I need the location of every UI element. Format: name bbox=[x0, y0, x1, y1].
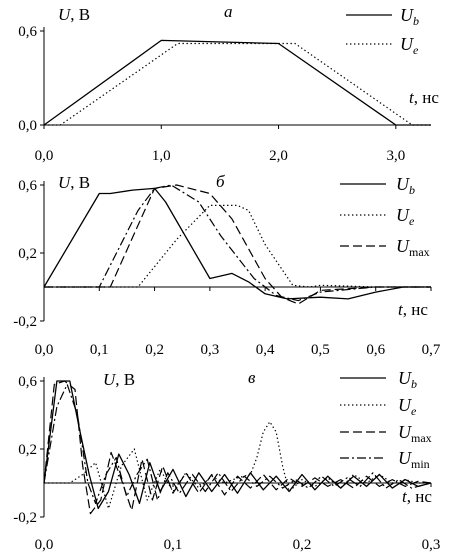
legend-subscript: max bbox=[411, 431, 432, 445]
y-tick-label: 0,2 bbox=[18, 246, 37, 262]
x-axis-unit: , нс bbox=[403, 300, 429, 319]
chart-panel-2: 0,60,2-0,20,0 0,1 0,2 0,3 0,4 0,5 0,6 0,7U, Вt,… bbox=[13, 172, 441, 358]
series-line-e bbox=[44, 42, 431, 126]
y-tick-label: -0,2 bbox=[13, 510, 37, 526]
x-tick-label: 0,1 bbox=[90, 342, 109, 358]
x-axis-unit: , нс bbox=[414, 88, 440, 107]
y-tick-label: 0,0 bbox=[18, 118, 37, 134]
y-axis-label: U, В bbox=[58, 5, 90, 24]
y-axis-var: U bbox=[58, 5, 72, 24]
panel-letter: в bbox=[248, 368, 256, 387]
series-line-min bbox=[43, 383, 432, 504]
series-line-e bbox=[44, 204, 431, 288]
y-tick-label: -0,2 bbox=[13, 314, 37, 330]
legend-subscript: b bbox=[411, 377, 417, 391]
y-tick-label: 0,6 bbox=[18, 178, 37, 194]
legend-subscript: e bbox=[411, 404, 417, 418]
x-tick-label: 0,7 bbox=[422, 342, 441, 358]
legend-var: U bbox=[396, 205, 410, 225]
x-tick-label: 0,5 bbox=[311, 342, 330, 358]
series-line-b bbox=[43, 380, 432, 510]
x-axis-label: t, нс bbox=[402, 487, 432, 506]
legend-label: Umax bbox=[396, 236, 430, 259]
legend-var: U bbox=[398, 395, 412, 415]
series-line-e bbox=[44, 421, 431, 510]
x-axis-var: t bbox=[409, 88, 415, 107]
legend-subscript: e bbox=[413, 43, 419, 57]
legend-var: U bbox=[400, 34, 414, 54]
legend-label: Ue bbox=[398, 395, 417, 418]
x-tick-label: 0,2 bbox=[293, 537, 312, 553]
x-tick-label: 0,3 bbox=[200, 342, 219, 358]
series-line-b bbox=[43, 187, 431, 300]
y-axis-label: U, В bbox=[58, 173, 90, 192]
y-axis-var: U bbox=[103, 370, 117, 389]
legend-subscript: min bbox=[411, 457, 430, 471]
x-tick-label: 0,0 bbox=[35, 537, 54, 553]
legend-var: U bbox=[396, 174, 410, 194]
panel-letter: б bbox=[216, 172, 225, 191]
x-axis-unit: , нс bbox=[407, 487, 433, 506]
series-line-b bbox=[43, 39, 431, 126]
legend-var: U bbox=[400, 5, 414, 25]
x-axis-label: t, нс bbox=[398, 300, 428, 319]
x-tick-label: 0,2 bbox=[145, 342, 164, 358]
x-tick-label: 0,6 bbox=[366, 342, 385, 358]
x-tick-label: 0,1 bbox=[164, 537, 183, 553]
series-line-max bbox=[44, 184, 431, 305]
legend-var: U bbox=[396, 236, 410, 256]
legend-subscript: b bbox=[409, 183, 415, 197]
x-tick-label: 1,0 bbox=[152, 148, 171, 164]
legend-var: U bbox=[398, 368, 412, 388]
panel-letter: а bbox=[224, 2, 233, 21]
x-tick-label: 0,3 bbox=[422, 537, 441, 553]
y-axis-unit: , В bbox=[70, 5, 90, 24]
chart-panel-3: 0,60,2-0,20,0 0,1 0,2 0,3U, Вt, нсв UbUeUmax… bbox=[13, 368, 440, 553]
y-axis-unit: , В bbox=[70, 173, 90, 192]
x-axis-label: t, нс bbox=[409, 88, 439, 107]
legend-subscript: b bbox=[413, 14, 419, 28]
legend-var: U bbox=[398, 422, 412, 442]
x-tick-label: 0,0 bbox=[35, 342, 54, 358]
legend-label: Ub bbox=[396, 174, 415, 197]
legend-label: Umin bbox=[398, 448, 430, 471]
legend-label: Ue bbox=[400, 34, 419, 57]
legend-var: U bbox=[398, 448, 412, 468]
legend-label: Umax bbox=[398, 422, 432, 445]
y-axis-var: U bbox=[58, 173, 72, 192]
y-axis-label: U, В bbox=[103, 370, 135, 389]
y-tick-label: 0,2 bbox=[18, 442, 37, 458]
y-tick-label: 0,6 bbox=[18, 374, 37, 390]
y-axis-unit: , В bbox=[115, 370, 135, 389]
y-tick-label: 0,6 bbox=[18, 24, 37, 40]
legend-label: Ue bbox=[396, 205, 415, 228]
series-line-max bbox=[43, 380, 432, 515]
x-tick-label: 2,0 bbox=[269, 148, 288, 164]
x-tick-label: 0,0 bbox=[35, 148, 54, 164]
legend-label: Ub bbox=[398, 368, 417, 391]
x-axis-var: t bbox=[398, 300, 404, 319]
x-axis-var: t bbox=[402, 487, 408, 506]
x-tick-label: 0,4 bbox=[256, 342, 275, 358]
x-tick-label: 3,0 bbox=[386, 148, 405, 164]
legend-subscript: e bbox=[409, 214, 415, 228]
legend-subscript: max bbox=[409, 245, 430, 259]
legend-label: Ub bbox=[400, 5, 419, 28]
series-line-unnamed bbox=[44, 184, 431, 302]
